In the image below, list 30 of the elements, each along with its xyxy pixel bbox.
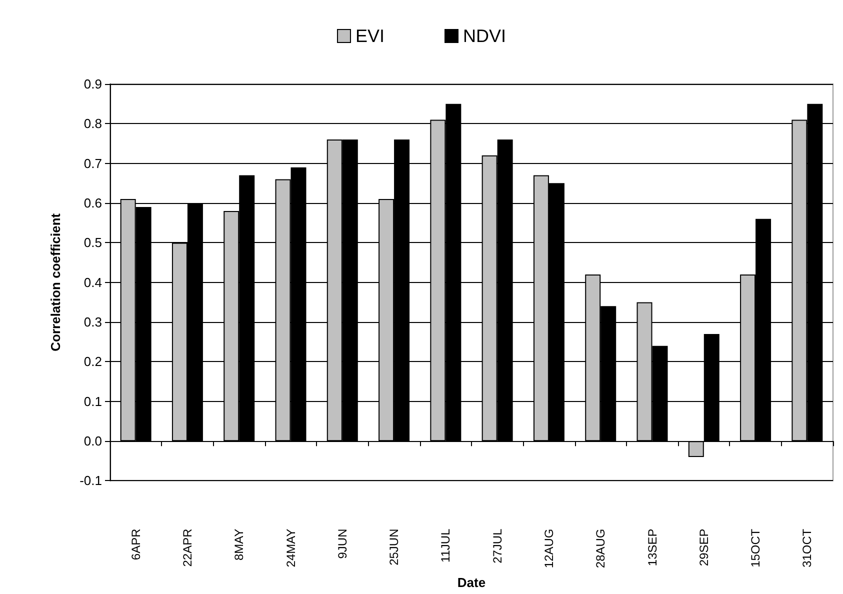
x-tick-label: 22APR xyxy=(180,528,194,567)
x-tick-label: 8MAY xyxy=(232,528,246,561)
x-tick-label: 15OCT xyxy=(748,528,763,568)
x-tick-label: 11JUL xyxy=(438,528,453,563)
y-tick-label: 0.4 xyxy=(84,274,102,290)
x-tick-label: 27JUL xyxy=(490,528,504,564)
y-tick-label: 0.2 xyxy=(84,354,102,370)
legend-label: EVI xyxy=(355,26,385,46)
x-axis-title: Date xyxy=(457,575,486,590)
y-tick-label: 0.3 xyxy=(84,314,102,330)
y-tick-label: 0.6 xyxy=(84,196,102,211)
bar xyxy=(688,441,704,457)
y-tick-label: 0.9 xyxy=(84,76,102,92)
y-tick-label: 0.0 xyxy=(84,434,102,449)
y-tick-label: 0.8 xyxy=(84,116,102,132)
x-tick-label: 31OCT xyxy=(800,528,814,568)
legend-label: NDVI xyxy=(463,26,506,46)
x-tick-label: 12AUG xyxy=(542,528,556,568)
x-tick-label: 28AUG xyxy=(594,528,608,568)
x-tick-label: 25JUN xyxy=(387,528,402,566)
x-tick-label: 13SEP xyxy=(645,528,660,566)
x-tick-label: 6APR xyxy=(128,528,143,560)
x-tick-label: 29SEP xyxy=(696,528,711,566)
y-axis-title: Correlation coefficient xyxy=(48,212,63,352)
y-tick-label: 0.1 xyxy=(84,394,102,409)
x-tick-label: 9JUN xyxy=(335,528,350,559)
y-tick-label: 0.7 xyxy=(84,156,102,171)
y-tick-label: 0.5 xyxy=(84,235,102,250)
y-tick-label: -0.1 xyxy=(80,473,102,488)
x-tick-label: 24MAY xyxy=(284,528,298,568)
